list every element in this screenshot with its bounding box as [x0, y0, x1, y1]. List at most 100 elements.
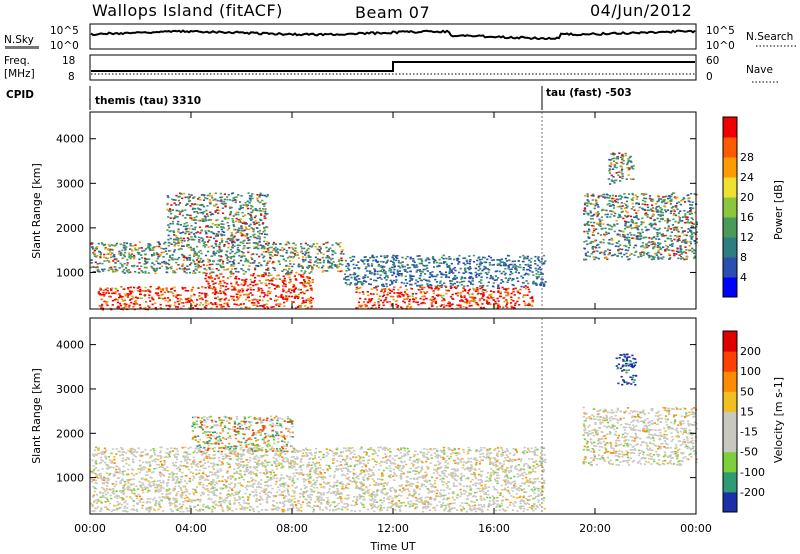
- heatmap-cell: [244, 223, 246, 225]
- heatmap-cell: [536, 273, 538, 275]
- heatmap-cell: [607, 254, 609, 256]
- heatmap-cell: [591, 253, 593, 255]
- heatmap-cell: [316, 487, 318, 489]
- heatmap-cell: [466, 262, 468, 264]
- heatmap-cell: [380, 266, 382, 268]
- heatmap-cell: [379, 295, 381, 297]
- heatmap-cell: [657, 251, 659, 253]
- heatmap-cell: [236, 294, 238, 296]
- heatmap-cell: [302, 276, 304, 278]
- heatmap-cell: [378, 307, 380, 309]
- heatmap-cell: [206, 226, 208, 228]
- heatmap-cell: [232, 192, 234, 194]
- heatmap-cell: [190, 218, 192, 220]
- heatmap-cell: [276, 460, 278, 462]
- heatmap-cell: [158, 243, 160, 245]
- heatmap-cell: [195, 222, 197, 224]
- heatmap-cell: [385, 297, 387, 299]
- heatmap-cell: [250, 292, 252, 294]
- heatmap-cell: [367, 291, 369, 293]
- heatmap-cell: [281, 247, 283, 249]
- heatmap-cell: [129, 294, 131, 296]
- heatmap-cell: [691, 239, 693, 241]
- heatmap-cell: [474, 289, 476, 291]
- heatmap-cell: [308, 255, 310, 257]
- heatmap-cell: [212, 260, 214, 262]
- heatmap-cell: [454, 283, 456, 285]
- heatmap-cell: [100, 254, 102, 256]
- heatmap-cell: [209, 199, 211, 201]
- heatmap-cell: [499, 271, 501, 273]
- heatmap-cell: [298, 294, 300, 296]
- heatmap-cell: [173, 241, 175, 243]
- heatmap-cell: [490, 277, 492, 279]
- heatmap-cell: [624, 203, 626, 205]
- heatmap-cell: [245, 307, 247, 309]
- heatmap-cell: [208, 267, 210, 269]
- heatmap-cell: [449, 488, 451, 490]
- heatmap-cell: [240, 205, 242, 207]
- heatmap-cell: [230, 478, 232, 480]
- heatmap-cell: [364, 298, 366, 300]
- heatmap-cell: [134, 244, 136, 246]
- heatmap-cell: [182, 255, 184, 257]
- heatmap-cell: [626, 256, 628, 258]
- heatmap-cell: [352, 456, 354, 458]
- heatmap-cell: [250, 224, 252, 226]
- heatmap-cell: [204, 306, 206, 308]
- heatmap-cell: [519, 497, 521, 499]
- heatmap-cell: [199, 298, 201, 300]
- heatmap-cell: [214, 297, 216, 299]
- heatmap-cell: [180, 193, 182, 195]
- heatmap-cell: [207, 259, 209, 261]
- heatmap-cell: [127, 287, 129, 289]
- heatmap-cell: [451, 298, 453, 300]
- heatmap-cell: [617, 156, 619, 158]
- heatmap-cell: [435, 299, 437, 301]
- heatmap-cell: [179, 202, 181, 204]
- heatmap-cell: [138, 268, 140, 270]
- heatmap-cell: [229, 199, 231, 201]
- heatmap-cell: [288, 274, 290, 276]
- heatmap-cell: [389, 284, 391, 286]
- heatmap-cell: [267, 267, 269, 269]
- heatmap-cell: [381, 290, 383, 292]
- heatmap-cell: [345, 282, 347, 284]
- heatmap-cell: [191, 300, 193, 302]
- heatmap-cell: [420, 298, 422, 300]
- heatmap-cell: [194, 227, 196, 229]
- heatmap-cell: [214, 278, 216, 280]
- heatmap-cell: [315, 257, 317, 259]
- heatmap-cell: [199, 304, 201, 306]
- heatmap-cell: [194, 263, 196, 265]
- heatmap-cell: [291, 270, 293, 272]
- heatmap-cell: [378, 265, 380, 267]
- heatmap-cell: [492, 286, 494, 288]
- heatmap-cell: [519, 293, 521, 295]
- heatmap-cell: [612, 153, 614, 155]
- heatmap-cell: [506, 302, 508, 304]
- heatmap-cell: [478, 281, 480, 283]
- heatmap-cell: [406, 294, 408, 296]
- heatmap-cell: [173, 232, 175, 234]
- heatmap-cell: [398, 500, 400, 502]
- heatmap-cell: [199, 477, 201, 479]
- heatmap-cell: [458, 261, 460, 263]
- heatmap-cell: [402, 295, 404, 297]
- heatmap-cell: [275, 251, 277, 253]
- heatmap-cell: [291, 266, 293, 268]
- heatmap-cell: [127, 293, 129, 295]
- heatmap-cell: [378, 298, 380, 300]
- heatmap-cell: [507, 268, 509, 270]
- heatmap-cell: [477, 293, 479, 295]
- heatmap-cell: [274, 288, 276, 290]
- heatmap-cell: [471, 300, 473, 302]
- heatmap-cell: [636, 196, 638, 198]
- heatmap-cell: [528, 265, 530, 267]
- heatmap-cell: [678, 216, 680, 218]
- heatmap-cell: [608, 178, 610, 180]
- heatmap-cell: [135, 249, 137, 251]
- heatmap-cell: [668, 254, 670, 256]
- heatmap-cell: [248, 242, 250, 244]
- heatmap-cell: [615, 195, 617, 197]
